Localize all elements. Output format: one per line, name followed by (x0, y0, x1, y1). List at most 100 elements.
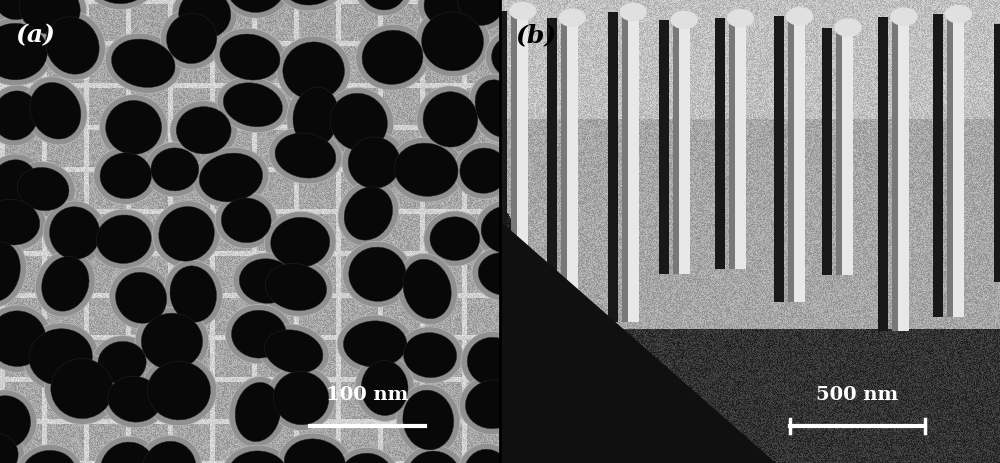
Ellipse shape (258, 324, 329, 379)
Ellipse shape (478, 253, 529, 295)
Ellipse shape (397, 384, 460, 456)
Ellipse shape (457, 444, 518, 463)
Ellipse shape (324, 88, 394, 157)
Ellipse shape (235, 382, 281, 442)
Ellipse shape (30, 83, 81, 140)
Ellipse shape (0, 311, 46, 367)
Ellipse shape (228, 451, 287, 463)
Ellipse shape (17, 168, 69, 211)
Ellipse shape (401, 445, 467, 463)
Ellipse shape (464, 449, 511, 463)
Ellipse shape (397, 327, 463, 384)
Bar (822, 29, 832, 275)
Ellipse shape (265, 330, 323, 374)
Ellipse shape (141, 313, 203, 370)
Ellipse shape (0, 0, 51, 26)
Ellipse shape (537, 371, 612, 432)
Ellipse shape (481, 206, 535, 254)
Ellipse shape (287, 82, 345, 153)
Ellipse shape (353, 0, 413, 17)
Text: (b): (b) (515, 23, 556, 47)
Ellipse shape (282, 0, 342, 6)
Ellipse shape (560, 229, 605, 271)
Ellipse shape (551, 143, 613, 210)
Ellipse shape (43, 201, 106, 265)
Ellipse shape (361, 361, 408, 416)
Ellipse shape (199, 154, 263, 202)
Ellipse shape (0, 200, 40, 245)
Ellipse shape (451, 0, 512, 32)
Ellipse shape (467, 338, 518, 386)
Ellipse shape (670, 12, 698, 30)
Ellipse shape (160, 9, 223, 70)
Ellipse shape (229, 377, 287, 447)
Ellipse shape (46, 18, 99, 75)
Ellipse shape (153, 201, 221, 268)
Ellipse shape (151, 149, 199, 192)
Ellipse shape (0, 306, 52, 373)
Text: 500 nm: 500 nm (816, 385, 899, 403)
Ellipse shape (170, 266, 217, 322)
Bar (842, 29, 853, 275)
Ellipse shape (557, 149, 607, 204)
Bar (497, 12, 507, 306)
Ellipse shape (231, 311, 286, 358)
Ellipse shape (465, 380, 521, 429)
Ellipse shape (219, 0, 292, 19)
Bar (511, 12, 528, 306)
Bar (892, 18, 909, 331)
Ellipse shape (51, 359, 113, 419)
Polygon shape (500, 222, 775, 463)
Bar (898, 18, 909, 331)
Ellipse shape (515, 449, 584, 463)
Ellipse shape (16, 444, 82, 463)
Bar (994, 25, 1000, 282)
Ellipse shape (360, 0, 407, 11)
Ellipse shape (99, 95, 168, 161)
Ellipse shape (271, 218, 330, 268)
Ellipse shape (96, 215, 151, 264)
Ellipse shape (135, 308, 209, 376)
Ellipse shape (527, 0, 574, 20)
Ellipse shape (214, 29, 286, 87)
Ellipse shape (22, 450, 76, 463)
Ellipse shape (388, 138, 464, 203)
Text: (a): (a) (15, 23, 55, 47)
Ellipse shape (454, 143, 514, 200)
Ellipse shape (222, 445, 293, 463)
Ellipse shape (727, 10, 754, 28)
Ellipse shape (193, 148, 269, 208)
Ellipse shape (278, 433, 352, 463)
Ellipse shape (0, 92, 38, 141)
Bar (628, 13, 639, 322)
Ellipse shape (0, 19, 54, 87)
Ellipse shape (521, 455, 578, 463)
Ellipse shape (29, 329, 92, 386)
Ellipse shape (417, 87, 484, 154)
Bar (836, 29, 853, 275)
Ellipse shape (945, 6, 972, 25)
Ellipse shape (283, 43, 344, 100)
Ellipse shape (0, 194, 46, 251)
Bar (735, 19, 746, 269)
Ellipse shape (0, 237, 27, 308)
Ellipse shape (225, 0, 286, 13)
Ellipse shape (403, 260, 451, 319)
Ellipse shape (0, 0, 44, 21)
Ellipse shape (273, 372, 329, 425)
Ellipse shape (344, 188, 393, 241)
Ellipse shape (106, 101, 162, 155)
Ellipse shape (24, 77, 87, 145)
Ellipse shape (458, 0, 505, 26)
Ellipse shape (472, 247, 535, 301)
Ellipse shape (50, 207, 100, 260)
Ellipse shape (111, 40, 175, 88)
Ellipse shape (528, 42, 590, 106)
Ellipse shape (348, 138, 400, 189)
Ellipse shape (475, 200, 541, 260)
Ellipse shape (92, 336, 152, 390)
Ellipse shape (535, 325, 596, 386)
Ellipse shape (423, 93, 478, 148)
Ellipse shape (333, 447, 400, 463)
Ellipse shape (339, 453, 394, 463)
